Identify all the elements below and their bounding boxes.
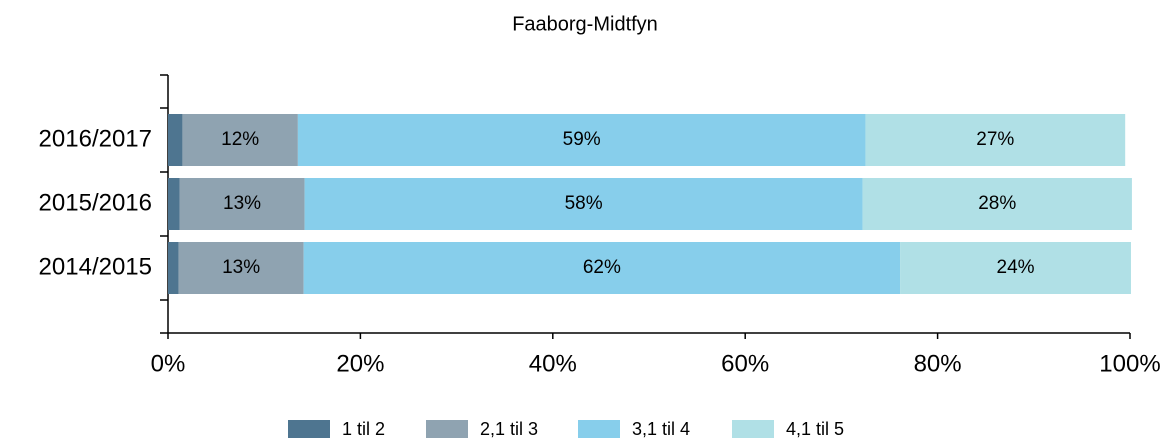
legend-label: 2,1 til 3 xyxy=(480,419,538,439)
y-tick-label: 2014/2015 xyxy=(39,253,152,280)
legend-swatch xyxy=(288,420,330,438)
legend-label: 1 til 2 xyxy=(342,419,385,439)
value-label: 28% xyxy=(978,193,1016,214)
bar-segment xyxy=(182,114,298,166)
bar-segment xyxy=(179,178,305,230)
legend-swatch xyxy=(578,420,620,438)
bar-segment xyxy=(168,114,183,166)
value-label: 12% xyxy=(221,129,259,150)
chart-title: Faaborg-Midtfyn xyxy=(512,13,658,35)
x-tick-label: 60% xyxy=(721,350,769,377)
x-tick-label: 40% xyxy=(529,350,577,377)
value-label: 13% xyxy=(223,193,261,214)
legend-label: 3,1 til 4 xyxy=(632,419,690,439)
bar-segment xyxy=(865,114,1126,166)
legend-label: 4,1 til 5 xyxy=(786,419,844,439)
x-tick-label: 100% xyxy=(1099,350,1160,377)
y-tick-label: 2016/2017 xyxy=(39,125,152,152)
bar-segment xyxy=(168,178,180,230)
x-tick-label: 80% xyxy=(914,350,962,377)
bar-segment xyxy=(297,114,866,166)
value-label: 62% xyxy=(583,257,621,278)
y-tick-label: 2015/2016 xyxy=(39,189,152,216)
bar-segment xyxy=(303,242,901,294)
bar-segment xyxy=(304,178,863,230)
x-tick-label: 20% xyxy=(336,350,384,377)
bar-segment xyxy=(900,242,1131,294)
bar-segment xyxy=(168,242,179,294)
value-label: 27% xyxy=(976,129,1014,150)
bar-segment xyxy=(862,178,1132,230)
bar-segment xyxy=(178,242,304,294)
value-label: 13% xyxy=(222,257,260,278)
x-tick-label: 0% xyxy=(151,350,186,377)
legend-swatch xyxy=(426,420,468,438)
value-label: 24% xyxy=(997,257,1035,278)
value-label: 58% xyxy=(565,193,603,214)
value-label: 59% xyxy=(563,129,601,150)
legend-swatch xyxy=(732,420,774,438)
